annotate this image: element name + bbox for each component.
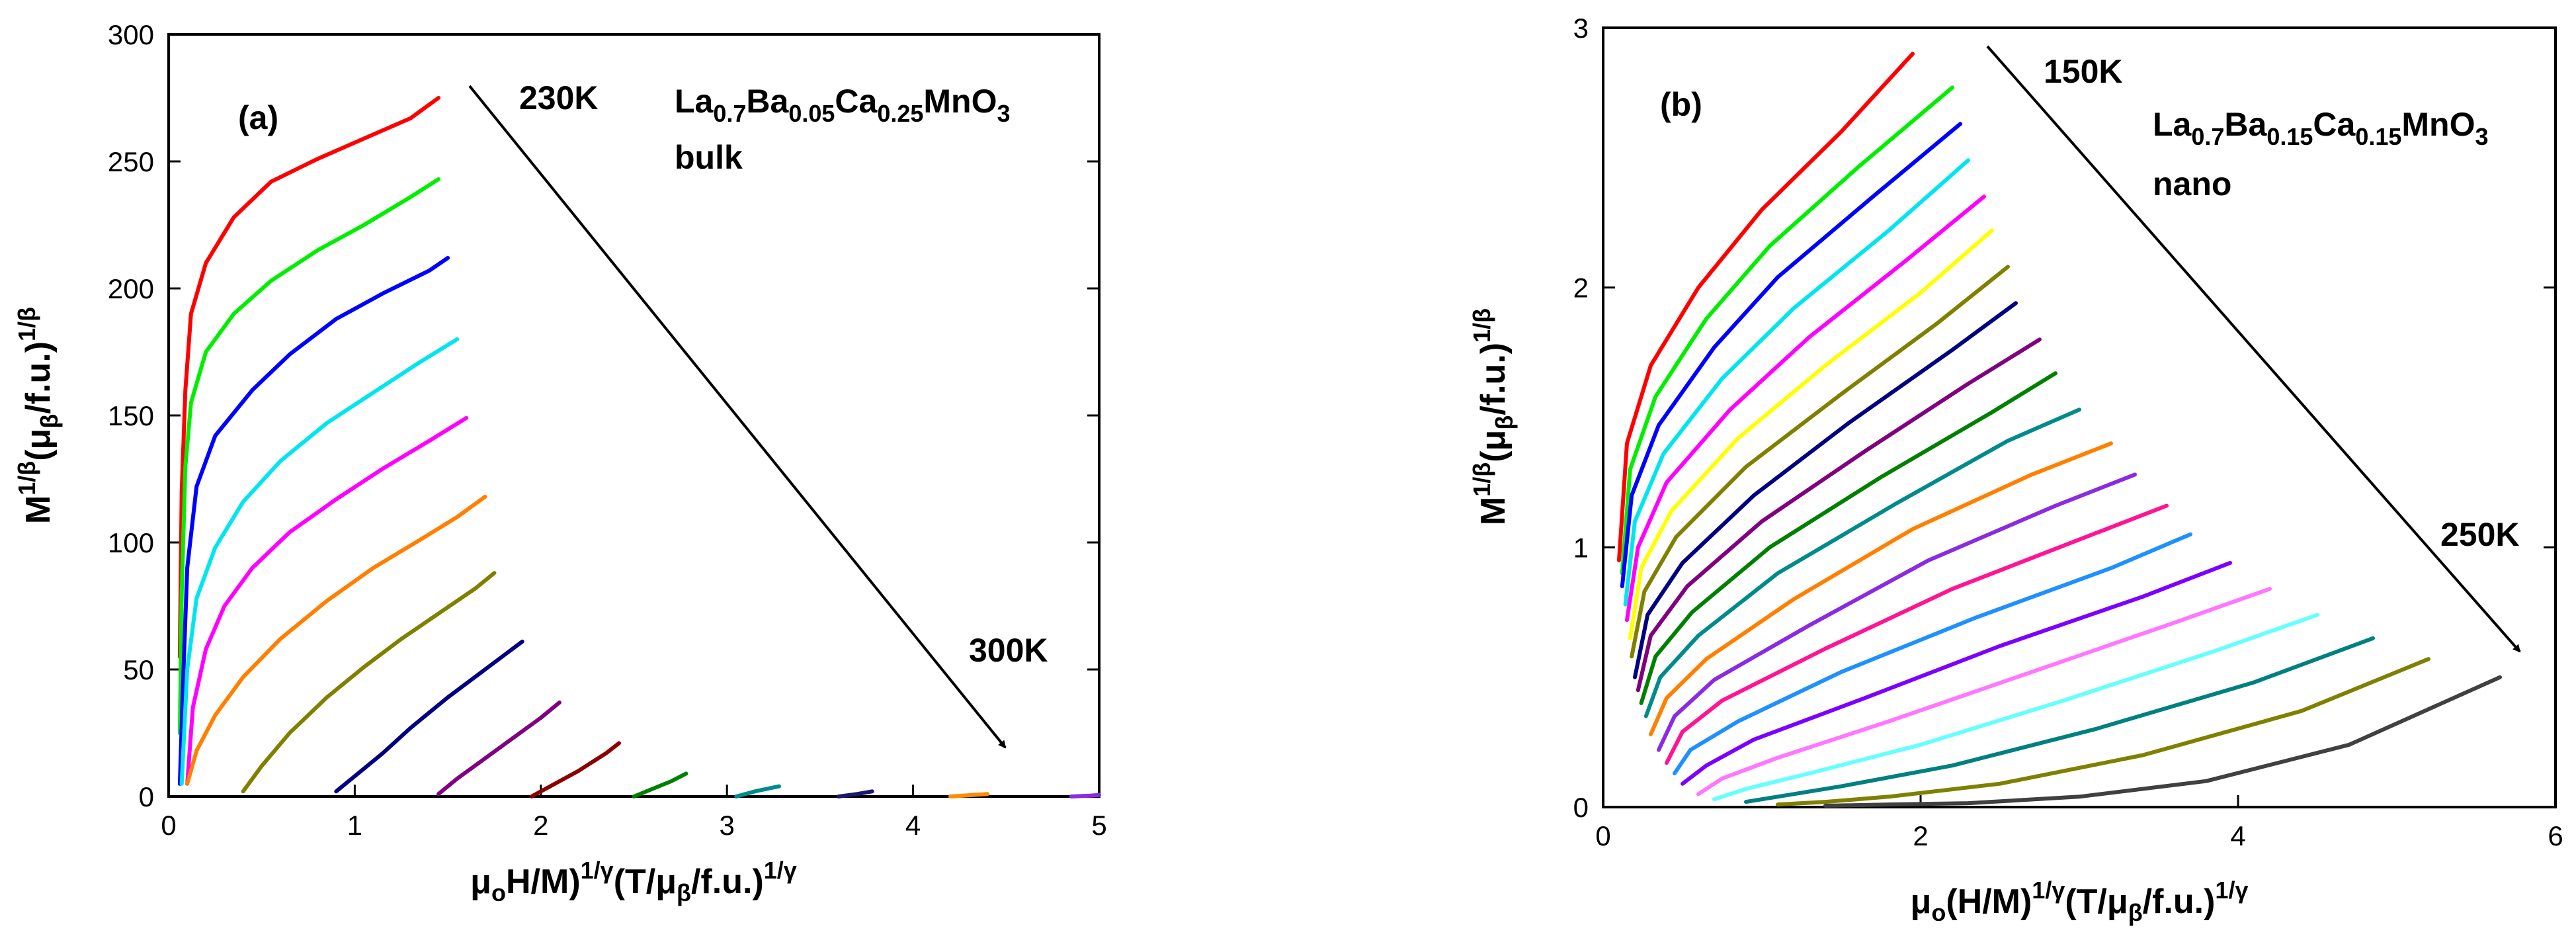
x-tick-label: 2 [533,810,548,841]
series-line-290K [837,789,874,798]
y-tick-label: 200 [108,273,154,304]
y-axis-title: M1/β(μβ/f.u.)1/β [1468,308,1518,525]
y-tick-label: 50 [123,654,154,685]
series-line-175K [1628,228,1994,640]
x-axis-title: μoH/M)1/γ(T/μβ/f.u.)1/γ [470,857,797,906]
series-line-265K [334,639,524,794]
series-line-240K [177,255,450,786]
series-line-230K [177,96,440,659]
series-line-180K [1630,265,2010,659]
y-tick-label: 3 [1573,13,1589,44]
y-tick-label: 0 [1573,792,1589,823]
series-line-225K [1681,560,2232,786]
series-line-210K [1657,472,2137,752]
x-tick-label: 2 [1913,820,1928,851]
series-line-235K [177,177,440,735]
arrow-start-label: 150K [2044,53,2123,90]
series-line-165K [1623,158,1970,607]
x-tick-label: 4 [905,810,921,841]
x-tick-label: 0 [161,810,176,841]
series-line-250K [1823,675,2502,808]
x-tick-label: 1 [347,810,362,841]
series-group [1617,52,2502,808]
y-tick-label: 0 [139,781,154,812]
series-line-235K [1712,613,2319,802]
series-line-170K [1625,194,1986,623]
series-line-230K [1696,587,2272,796]
series-line-300K [1069,793,1101,798]
material-form: nano [2153,165,2231,202]
series-line-150K [1617,52,1915,562]
y-tick-label: 300 [108,19,154,50]
series-line-155K [1620,85,1954,576]
trend-arrow [1986,45,2521,653]
series-line-275K [529,741,621,798]
y-tick-label: 1 [1573,532,1589,563]
series-line-205K [1649,441,2113,737]
plot-frame [1602,26,2557,808]
series-line-260K [241,571,497,794]
series-line-190K [1636,337,2042,693]
material-formula: La0.7Ba0.15Ca0.15MnO3 [2153,106,2489,150]
series-line-185K [1633,301,2018,679]
plot-frame [167,33,1101,798]
material-form: bulk [675,139,743,176]
series-line-280K [632,771,688,798]
axis-ticks: 0 2 4 6 0 1 2 3 [1573,13,2563,851]
series-line-285K [734,784,781,798]
x-tick-label: 6 [2548,820,2563,851]
series-line-220K [1673,532,2192,775]
panel-label: (b) [1660,86,1702,123]
arrow-end-label: 300K [969,632,1048,669]
arrow-start-label: 230K [519,79,599,116]
series-line-240K [1744,636,2375,804]
series-group [177,96,1101,798]
series-line-160K [1620,122,1962,589]
series-line-270K [436,700,561,796]
series-line-295K [948,792,990,798]
series-line-255K [185,494,487,786]
y-tick-label: 100 [108,527,154,558]
x-tick-label: 3 [720,810,735,841]
y-tick-label: 2 [1573,273,1589,304]
material-formula: La0.7Ba0.05Ca0.25MnO3 [675,83,1011,127]
series-line-195K [1639,371,2057,705]
series-line-200K [1643,408,2081,718]
series-line-215K [1665,503,2169,765]
x-axis-title: μo(H/M)1/γ(T/μβ/f.u.)1/γ [1911,877,2249,926]
y-tick-label: 150 [108,400,154,431]
x-tick-label: 4 [2230,820,2245,851]
x-tick-label: 5 [1091,810,1106,841]
x-tick-label: 0 [1595,820,1610,851]
series-line-245K [1776,657,2431,807]
y-tick-label: 250 [108,146,154,177]
panel-label: (a) [238,99,278,136]
trend-arrow [468,85,1007,749]
arrow-end-label: 250K [2440,516,2520,553]
chart-panel-b: 0 2 4 6 0 1 2 3 (b) 150K 250K La0.7Ba0.15Ca0.15… [1468,13,2563,926]
y-axis-title: M1/β(μβ/f.u.)1/β [13,307,63,524]
series-line-245K [179,337,460,786]
series-line-250K [185,415,469,786]
